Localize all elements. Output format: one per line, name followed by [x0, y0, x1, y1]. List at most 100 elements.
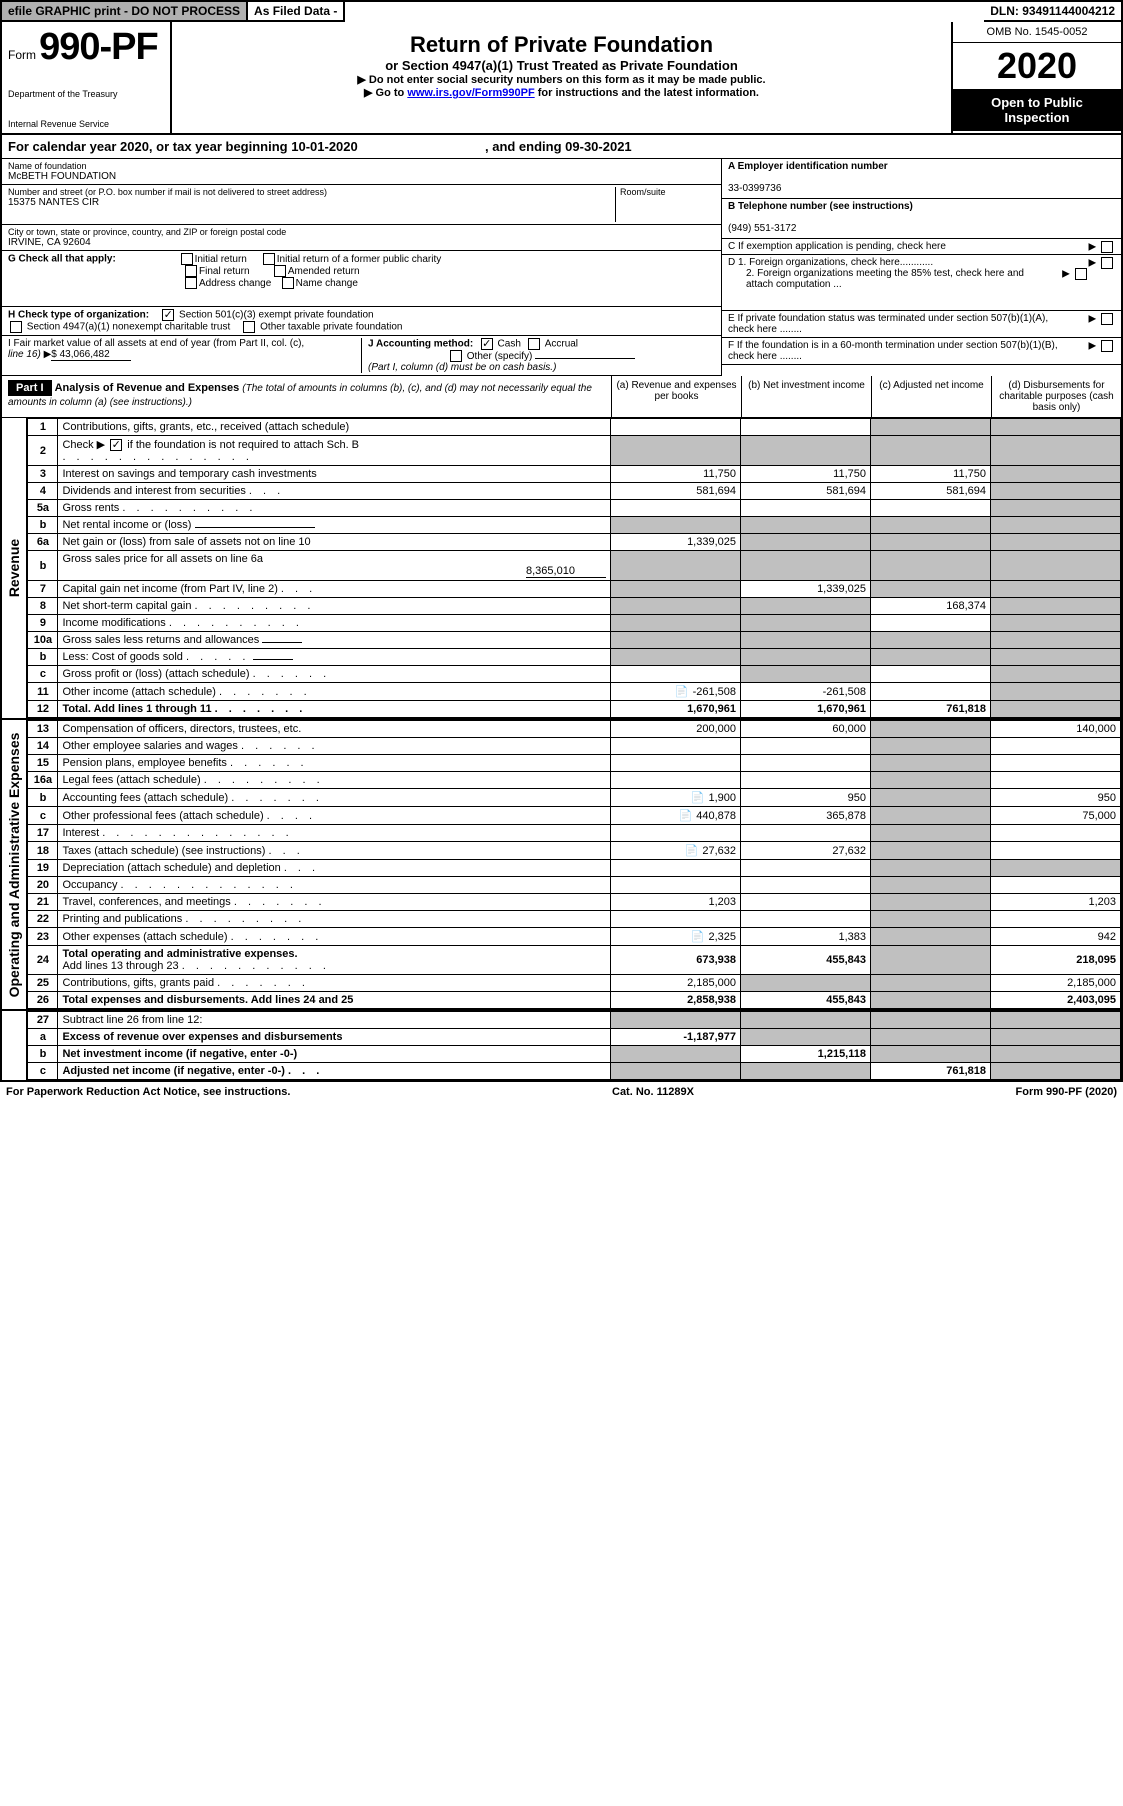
line27-table: 27Subtract line 26 from line 12: aExcess… [27, 1011, 1121, 1080]
g-opt-4: Address change [199, 278, 271, 289]
attachment-icon[interactable] [685, 845, 703, 857]
col-b-head: (b) Net investment income [741, 376, 871, 417]
row-27b: bNet investment income (if negative, ent… [28, 1046, 1121, 1063]
line27-block: 27Subtract line 26 from line 12: aExcess… [2, 1011, 1121, 1080]
chk-amended[interactable] [274, 265, 286, 277]
blank-sidelabel [2, 1011, 27, 1080]
j-other: Other (specify) [467, 351, 533, 362]
i-label1: I Fair market value of all assets at end… [8, 338, 304, 349]
row-14: 14Other employee salaries and wages . . … [28, 738, 1121, 755]
revenue-sidelabel-text: Revenue [6, 539, 22, 597]
row-19: 19Depreciation (attach schedule) and dep… [28, 860, 1121, 877]
chk-other-taxable[interactable] [243, 321, 255, 333]
f-label: F If the foundation is in a 60-month ter… [728, 340, 1058, 362]
d1-label: D 1. Foreign organizations, check here..… [728, 257, 933, 268]
row-4: 4Dividends and interest from securities … [28, 483, 1121, 500]
row-27a: aExcess of revenue over expenses and dis… [28, 1029, 1121, 1046]
part1-header-row: Part I Analysis of Revenue and Expenses … [2, 376, 1121, 418]
header-right: OMB No. 1545-0052 2020 Open to Public In… [951, 22, 1121, 133]
chk-final[interactable] [185, 265, 197, 277]
box-f: F If the foundation is in a 60-month ter… [722, 338, 1121, 365]
attachment-icon[interactable] [691, 931, 709, 943]
chk-name-change[interactable] [282, 277, 294, 289]
row-27: 27Subtract line 26 from line 12: [28, 1012, 1121, 1029]
chk-accrual[interactable] [528, 338, 540, 350]
part1-title: Analysis of Revenue and Expenses [55, 382, 240, 394]
row-16c: cOther professional fees (attach schedul… [28, 807, 1121, 825]
instr2: Go to www.irs.gov/Form990PF for instruct… [178, 86, 945, 99]
line-h: H Check type of organization: Section 50… [2, 307, 721, 336]
row-1: 1Contributions, gifts, grants, etc., rec… [28, 419, 1121, 436]
chk-e[interactable] [1101, 313, 1113, 325]
chk-d1[interactable] [1101, 257, 1113, 269]
instr2-pre: Go to [364, 87, 407, 99]
row-24: 24Total operating and administrative exp… [28, 946, 1121, 975]
cal-mid: , and ending [485, 139, 565, 154]
row-23: 23Other expenses (attach schedule) . . .… [28, 928, 1121, 946]
form-prefix: Form [8, 48, 36, 62]
row-22: 22Printing and publications . . . . . . … [28, 911, 1121, 928]
title1: Return of Private Foundation [178, 32, 945, 58]
footer-mid: Cat. No. 11289X [612, 1086, 694, 1098]
footer: For Paperwork Reduction Act Notice, see … [0, 1082, 1123, 1102]
top-bar: efile GRAPHIC print - DO NOT PROCESS As … [2, 2, 1121, 22]
chk-cash[interactable] [481, 338, 493, 350]
row-2: 2Check ▶ if the foundation is not requir… [28, 436, 1121, 466]
street-address: 15375 NANTES CIR [8, 197, 615, 208]
chk-4947[interactable] [10, 321, 22, 333]
chk-schb[interactable] [110, 439, 122, 451]
chk-501c3[interactable] [162, 309, 174, 321]
expenses-table: 13Compensation of officers, directors, t… [27, 720, 1121, 1009]
col-c-head: (c) Adjusted net income [871, 376, 991, 417]
chk-c[interactable] [1101, 241, 1113, 253]
chk-address-change[interactable] [185, 277, 197, 289]
cal-end: 09-30-2021 [565, 139, 632, 154]
row-10c: cGross profit or (loss) (attach schedule… [28, 666, 1121, 683]
row-11: 11Other income (attach schedule) . . . .… [28, 683, 1121, 701]
instr2-link[interactable]: www.irs.gov/Form990PF [407, 87, 534, 99]
chk-f[interactable] [1101, 340, 1113, 352]
attachment-icon[interactable] [679, 810, 697, 822]
info-grid: Name of foundation McBETH FOUNDATION Num… [2, 159, 1121, 376]
row-6a: 6aNet gain or (loss) from sale of assets… [28, 534, 1121, 551]
chk-initial[interactable] [181, 253, 193, 265]
city-label: City or town, state or province, country… [8, 227, 715, 237]
foundation-name: McBETH FOUNDATION [8, 171, 715, 182]
city-state-zip: IRVINE, CA 92604 [8, 237, 715, 248]
box-c: C If exemption application is pending, c… [722, 239, 1121, 255]
header: Form 990-PF Department of the Treasury I… [2, 22, 1121, 135]
part1-badge: Part I [8, 380, 52, 396]
j-cash: Cash [498, 339, 521, 350]
j-note: (Part I, column (d) must be on cash basi… [368, 362, 556, 373]
row-10b: bLess: Cost of goods sold . . . . . [28, 649, 1121, 666]
c-label: C If exemption application is pending, c… [728, 241, 946, 252]
cal-begin: 10-01-2020 [291, 139, 358, 154]
phone: (949) 551-3172 [728, 223, 796, 234]
row-17: 17Interest . . . . . . . . . . . . . . [28, 825, 1121, 842]
footer-right: Form 990-PF (2020) [1016, 1086, 1117, 1098]
h-opt1: Section 501(c)(3) exempt private foundat… [179, 310, 374, 321]
h-opt2: Section 4947(a)(1) nonexempt charitable … [27, 322, 230, 333]
expenses-sidelabel-text: Operating and Administrative Expenses [6, 732, 22, 997]
row-26: 26Total expenses and disbursements. Add … [28, 992, 1121, 1009]
chk-initial-former[interactable] [263, 253, 275, 265]
attachment-icon[interactable] [691, 792, 709, 804]
row-25: 25Contributions, gifts, grants paid . . … [28, 975, 1121, 992]
col-d-head: (d) Disbursements for charitable purpose… [991, 376, 1121, 417]
chk-d2[interactable] [1075, 268, 1087, 280]
box-d: D 1. Foreign organizations, check here..… [722, 255, 1121, 311]
city-row: City or town, state or province, country… [2, 225, 721, 251]
dln-label: DLN: 93491144004212 [984, 2, 1121, 22]
instr2-post: for instructions and the latest informat… [538, 87, 759, 99]
row-10a: 10aGross sales less returns and allowanc… [28, 632, 1121, 649]
row-20: 20Occupancy . . . . . . . . . . . . . [28, 877, 1121, 894]
form-page: efile GRAPHIC print - DO NOT PROCESS As … [0, 0, 1123, 1082]
name-label: Name of foundation [8, 161, 715, 171]
b-label: B Telephone number (see instructions) [728, 201, 913, 212]
chk-other-acct[interactable] [450, 350, 462, 362]
attachment-icon[interactable] [675, 686, 693, 698]
calendar-year-row: For calendar year 2020, or tax year begi… [2, 135, 1121, 159]
g-opt-1: Initial return of a former public charit… [277, 254, 442, 265]
row-3: 3Interest on savings and temporary cash … [28, 466, 1121, 483]
row-27c: cAdjusted net income (if negative, enter… [28, 1063, 1121, 1080]
